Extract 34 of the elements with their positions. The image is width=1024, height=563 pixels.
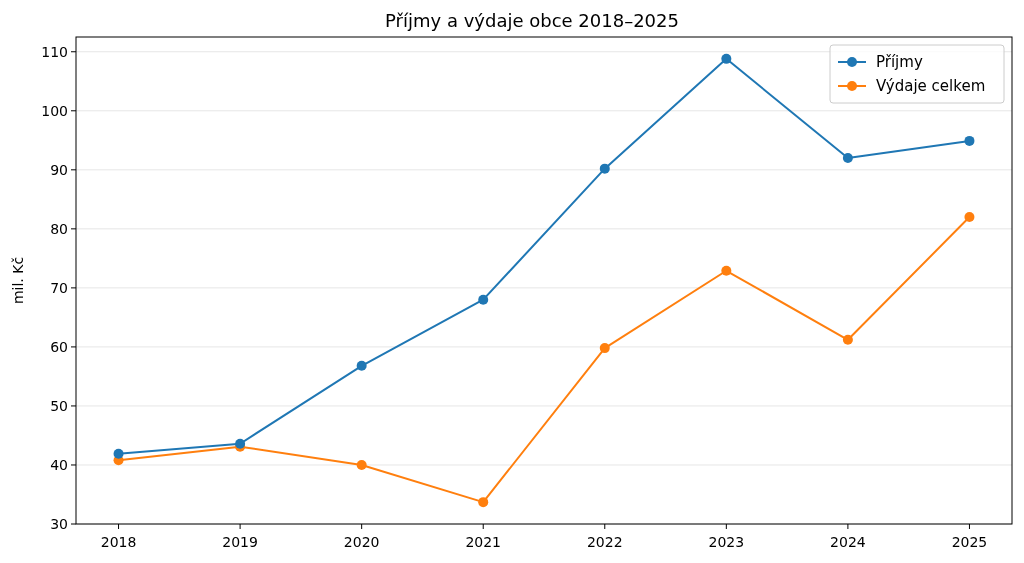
y-axis-title: mil. Kč bbox=[10, 256, 26, 305]
chart-title: Příjmy a výdaje obce 2018–2025 bbox=[385, 10, 679, 31]
x-tick-label: 2019 bbox=[222, 534, 258, 550]
y-tick-label: 30 bbox=[50, 515, 68, 532]
point bbox=[478, 497, 489, 508]
point bbox=[964, 135, 975, 146]
y-tick-label: 50 bbox=[50, 397, 68, 414]
point bbox=[356, 459, 367, 470]
x-tick-label: 2022 bbox=[586, 534, 623, 550]
point bbox=[599, 343, 610, 354]
y-tick-label: 110 bbox=[41, 43, 68, 60]
legend-label: Výdaje celkem bbox=[876, 77, 986, 96]
point bbox=[721, 53, 732, 64]
point bbox=[721, 265, 732, 276]
point bbox=[478, 294, 489, 305]
y-tick-label: 40 bbox=[50, 456, 68, 473]
y-tick-label: 80 bbox=[50, 220, 68, 237]
x-tick-label: 2024 bbox=[830, 534, 866, 550]
y-tick-label: 60 bbox=[50, 338, 68, 355]
y-tick-label: 70 bbox=[50, 279, 68, 296]
x-tick-label: 2025 bbox=[951, 534, 988, 550]
point bbox=[599, 163, 610, 174]
point bbox=[964, 212, 975, 223]
x-tick-label: 2023 bbox=[708, 534, 745, 550]
x-tick-label: 2018 bbox=[100, 534, 137, 550]
y-tick-label: 100 bbox=[41, 102, 68, 119]
point bbox=[842, 153, 853, 164]
x-tick-label: 2021 bbox=[465, 534, 502, 550]
legend-label: Příjmy bbox=[876, 53, 923, 72]
point bbox=[842, 334, 853, 345]
point bbox=[356, 360, 367, 371]
point bbox=[113, 448, 124, 459]
x-tick-label: 2020 bbox=[343, 534, 380, 550]
y-tick-label: 90 bbox=[50, 161, 68, 178]
